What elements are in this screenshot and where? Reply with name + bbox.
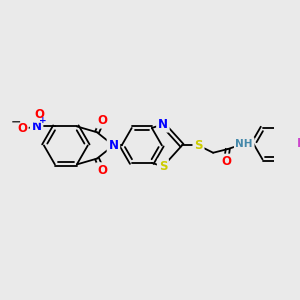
Text: +: + bbox=[39, 116, 47, 124]
Text: O: O bbox=[17, 122, 27, 135]
Text: O: O bbox=[34, 108, 44, 121]
Text: N: N bbox=[108, 139, 118, 152]
Text: O: O bbox=[98, 114, 107, 127]
Text: F: F bbox=[297, 137, 300, 150]
Text: O: O bbox=[221, 155, 231, 168]
Text: O: O bbox=[98, 164, 107, 177]
Text: S: S bbox=[159, 160, 167, 173]
Text: NH: NH bbox=[236, 139, 253, 148]
Text: S: S bbox=[194, 139, 203, 152]
Text: N: N bbox=[32, 120, 42, 133]
Text: −: − bbox=[10, 115, 21, 128]
Text: N: N bbox=[158, 118, 168, 131]
